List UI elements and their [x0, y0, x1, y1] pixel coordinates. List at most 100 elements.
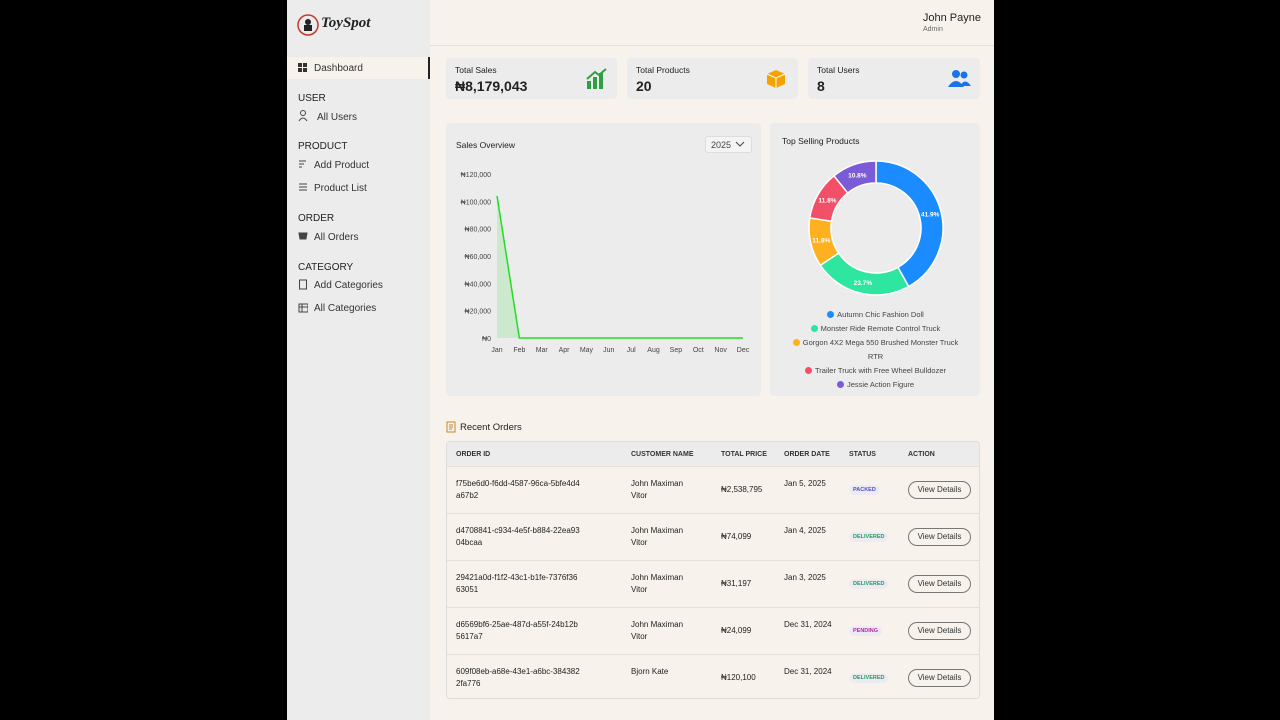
donut-chart: 41.9% 23.7% 11.8% 11.8% 10.8%: [808, 160, 944, 296]
legend-swatch: [792, 339, 800, 346]
nav-item[interactable]: All Users: [317, 112, 358, 123]
slice-label: 10.8%: [848, 173, 867, 180]
total-price: ₦74,099: [721, 532, 752, 541]
order-date: Dec 31, 2024: [784, 667, 832, 676]
year-select[interactable]: 2025: [705, 136, 752, 153]
x-tick-label: Dec: [737, 347, 750, 354]
stat-card: Total Sales ₦8,179,043: [446, 58, 617, 99]
stat-value: 8: [817, 78, 825, 94]
legend-item: Monster Ride Remote Control Truck: [788, 322, 963, 336]
order-date: Dec 31, 2024: [784, 620, 832, 629]
legend-label: Jessie Action Figure: [846, 380, 915, 389]
products-card: Top Selling Products 41.9% 23.7% 11.8% 11.8…: [770, 123, 980, 396]
total-price: ₦31,197: [721, 579, 752, 588]
status-badge: DELIVERED: [849, 579, 889, 589]
status-badge: PENDING: [849, 626, 883, 636]
year: 2025: [711, 140, 732, 150]
y-tick-label: ₦20,000: [465, 309, 492, 316]
y-tick-label: ₦0: [482, 336, 491, 343]
nav-item[interactable]: Add Product: [314, 160, 370, 171]
orders-icon: [446, 421, 456, 433]
x-tick-label: Sep: [670, 347, 683, 354]
table-row: 29421a0d-f1f2-43c1-b1fe-7376f3663051 John…: [447, 560, 979, 607]
stat-value: ₦8,179,043: [455, 78, 528, 94]
section-title: Recent Orders: [460, 422, 522, 433]
legend-item: Jessie Action Figure: [788, 378, 963, 392]
nav-item[interactable]: All Orders: [314, 232, 359, 243]
x-tick-label: Jul: [627, 347, 636, 354]
user-name: John Payne: [922, 12, 981, 24]
view-details-button[interactable]: View Details: [908, 669, 971, 687]
chart-title: Sales Overview: [456, 140, 516, 150]
logo-icon: [297, 14, 319, 36]
icon: [298, 63, 307, 72]
nav-item[interactable]: Product List: [314, 183, 367, 194]
stat-label: Total Products: [636, 65, 690, 75]
donut-slice: [832, 160, 877, 195]
customer-name: John Maximan Vitor: [631, 479, 684, 500]
view-details-button[interactable]: View Details: [908, 481, 971, 499]
legend-label: Monster Ride Remote Control Truck: [820, 324, 941, 333]
legend-swatch: [827, 311, 835, 318]
status-badge: DELIVERED: [849, 673, 889, 683]
x-tick-label: Jan: [491, 347, 502, 354]
nav-section: PRODUCT: [298, 141, 348, 152]
legend-swatch: [810, 325, 818, 332]
x-tick-label: Oct: [693, 347, 704, 354]
slice-label: 11.8%: [812, 238, 830, 245]
x-tick-label: May: [580, 347, 594, 354]
line: [496, 195, 743, 339]
customer-name: John Maximan Vitor: [631, 620, 684, 641]
y-tick-label: ₦40,000: [465, 281, 492, 288]
nav-section: CATEGORY: [298, 262, 354, 273]
view-details-button[interactable]: View Details: [908, 622, 971, 640]
sidebar: ToySpot Dashboard USER All Users PRODUCT…: [287, 0, 430, 720]
customer-name: John Maximan Vitor: [631, 526, 684, 547]
nav-item[interactable]: Add Categories: [314, 280, 383, 291]
x-tick-label: Feb: [513, 347, 525, 354]
nav-item[interactable]: All Categories: [314, 303, 377, 314]
table-row: d6569bf6-25ae-487d-a55f-24b12b5617a7 John…: [447, 607, 979, 654]
slice-label: 23.7%: [854, 280, 873, 287]
brand: ToySpot: [321, 15, 371, 31]
stat-card: Total Users 8: [808, 58, 980, 99]
status-badge: DELIVERED: [849, 532, 889, 542]
legend-label: Trailer Truck with Free Wheel Bulldozer: [814, 366, 946, 375]
order-id: d6569bf6-25ae-487d-a55f-24b12b5617a7: [456, 620, 578, 641]
order-date: Jan 4, 2025: [784, 526, 826, 535]
total-price: ₦24,099: [721, 626, 752, 635]
legend-swatch: [804, 367, 812, 374]
donut-slice: [875, 160, 944, 288]
total-price: ₦120,100: [721, 673, 756, 682]
legend: Autumn Chic Fashion Doll Monster Ride Rem…: [788, 308, 963, 392]
column-header: ORDER DATE: [784, 451, 830, 458]
stat-card: Total Products 20: [627, 58, 798, 99]
sales-card: Sales Overview 2025 ₦0 ₦20,000 ₦40,000 ₦60,…: [446, 123, 761, 396]
y-tick-label: ₦60,000: [465, 254, 492, 261]
legend-item: Trailer Truck with Free Wheel Bulldozer: [788, 364, 963, 378]
area: [497, 195, 743, 338]
donut-slice: [819, 252, 910, 296]
stat-icon: [766, 70, 786, 88]
table-row: d4708841-c934-4e5f-b884-22ea9304bcaa John…: [447, 513, 979, 560]
active-nav[interactable]: [287, 57, 430, 79]
view-details-button[interactable]: View Details: [908, 528, 971, 546]
customer-name: John Maximan Vitor: [631, 573, 684, 594]
slice-label: 11.8%: [818, 198, 836, 205]
x-tick-label: Nov: [714, 347, 727, 354]
stat-icon: [586, 68, 607, 89]
y-tick-label: ₦80,000: [465, 227, 492, 234]
order-id: f75be6d0-f6dd-4587-96ca-5bfe4d4a67b2: [456, 479, 580, 500]
nav-item[interactable]: Dashboard: [314, 63, 363, 74]
view-details-button[interactable]: View Details: [908, 575, 971, 593]
stat-label: Total Sales: [455, 65, 497, 75]
stat-value: 20: [636, 78, 652, 94]
column-header: STATUS: [849, 451, 876, 458]
orders-table: ORDER ID CUSTOMER NAME TOTAL PRICE ORDER DA…: [446, 441, 980, 699]
chart-title: Top Selling Products: [782, 136, 860, 146]
order-date: Jan 5, 2025: [784, 479, 826, 488]
x-tick-label: Aug: [647, 347, 660, 354]
x-tick-label: Apr: [559, 347, 571, 354]
x-tick-label: Mar: [536, 347, 549, 354]
